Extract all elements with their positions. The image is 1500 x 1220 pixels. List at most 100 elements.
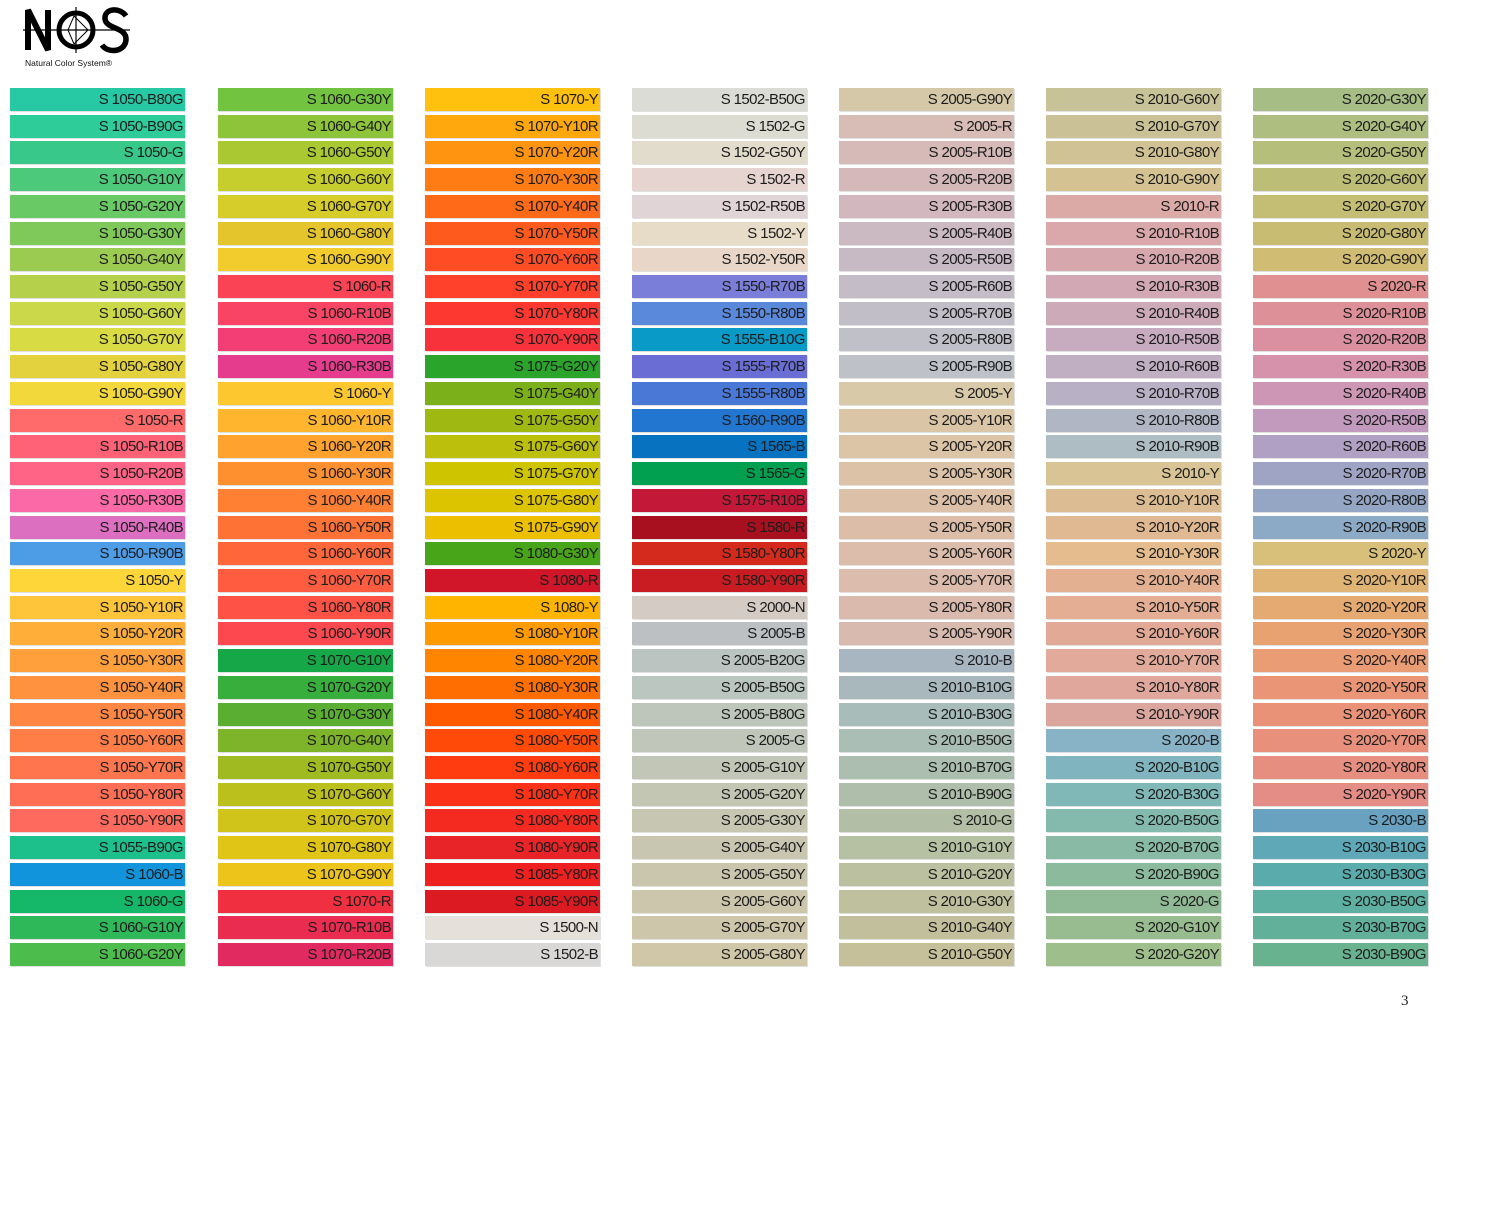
color-swatch: S 1080-Y80R	[425, 809, 600, 833]
color-swatch: S 1060-Y50R	[218, 515, 393, 539]
color-swatch: S 1050-R20B	[10, 462, 185, 486]
color-swatch: S 1050-G10Y	[10, 168, 185, 192]
color-swatch: S 2005-Y10R	[839, 408, 1014, 432]
color-swatch: S 2005-G90Y	[839, 88, 1014, 111]
color-swatch: S 2020-G10Y	[1046, 916, 1221, 940]
color-swatch: S 1555-R80B	[632, 381, 807, 405]
color-swatch: S 1502-B	[425, 943, 600, 967]
color-swatch: S 1070-Y10R	[425, 114, 600, 138]
color-swatch: S 1050-Y20R	[10, 622, 185, 646]
color-swatch: S 2010-Y40R	[1046, 568, 1221, 592]
color-swatch: S 2005-R10B	[839, 141, 1014, 165]
color-swatch: S 1070-G30Y	[218, 702, 393, 726]
color-swatch: S 2020-G90Y	[1253, 248, 1428, 272]
color-swatch: S 2010-G90Y	[1046, 168, 1221, 192]
color-swatch: S 1050-Y50R	[10, 702, 185, 726]
color-swatch: S 2020-B50G	[1046, 809, 1221, 833]
color-swatch: S 1060-G70Y	[218, 194, 393, 218]
color-swatch: S 1080-Y90R	[425, 836, 600, 860]
color-swatch: S 1070-Y60R	[425, 248, 600, 272]
color-swatch: S 1060-R30B	[218, 355, 393, 379]
color-swatch: S 1085-Y90R	[425, 889, 600, 913]
color-swatch: S 1070-R20B	[218, 943, 393, 967]
color-swatch: S 2010-G10Y	[839, 836, 1014, 860]
color-swatch: S 1060-G20Y	[10, 943, 185, 967]
color-swatch: S 2005-R60B	[839, 275, 1014, 299]
color-swatch: S 1060-G90Y	[218, 248, 393, 272]
color-swatch: S 1075-G40Y	[425, 381, 600, 405]
color-swatch: S 2010-Y10R	[1046, 488, 1221, 512]
color-swatch: S 1080-Y	[425, 595, 600, 619]
color-swatch: S 2005-R20B	[839, 168, 1014, 192]
color-swatch: S 1050-G50Y	[10, 275, 185, 299]
color-swatch: S 1060-G	[10, 889, 185, 913]
color-swatch: S 2020-R70B	[1253, 462, 1428, 486]
color-swatch: S 2005-G30Y	[632, 809, 807, 833]
color-swatch: S 2020-G70Y	[1253, 194, 1428, 218]
color-swatch: S 1060-Y70R	[218, 568, 393, 592]
color-swatch: S 2010-G50Y	[839, 943, 1014, 967]
color-swatch: S 2030-B	[1253, 809, 1428, 833]
color-swatch: S 2000-N	[632, 595, 807, 619]
color-swatch: S 2005-G40Y	[632, 836, 807, 860]
color-swatch: S 1060-Y90R	[218, 622, 393, 646]
color-swatch: S 2005-B	[632, 622, 807, 646]
color-swatch: S 2010-B	[839, 649, 1014, 673]
color-swatch: S 2005-R40B	[839, 221, 1014, 245]
color-swatch: S 2010-R80B	[1046, 408, 1221, 432]
color-swatch: S 1070-G20Y	[218, 675, 393, 699]
color-swatch: S 1075-G80Y	[425, 488, 600, 512]
color-swatch: S 2005-G	[632, 729, 807, 753]
color-swatch: S 1070-Y80R	[425, 301, 600, 325]
color-swatch: S 1502-B50G	[632, 88, 807, 111]
color-swatch: S 2020-R60B	[1253, 435, 1428, 459]
color-swatch: S 1050-Y80R	[10, 782, 185, 806]
color-swatch: S 2005-G60Y	[632, 889, 807, 913]
color-swatch: S 1502-R50B	[632, 194, 807, 218]
color-swatch: S 1055-B90G	[10, 836, 185, 860]
color-swatch: S 1050-R	[10, 408, 185, 432]
color-swatch: S 1070-Y50R	[425, 221, 600, 245]
color-swatch: S 2020-Y80R	[1253, 756, 1428, 779]
color-swatch: S 1565-B	[632, 435, 807, 459]
color-swatch: S 1075-G70Y	[425, 462, 600, 486]
color-swatch: S 1580-R	[632, 515, 807, 539]
color-swatch: S 1050-G90Y	[10, 381, 185, 405]
color-swatch: S 1060-Y40R	[218, 488, 393, 512]
color-swatch: S 1502-G	[632, 114, 807, 138]
color-swatch: S 1075-G90Y	[425, 515, 600, 539]
color-swatch: S 2010-G20Y	[839, 862, 1014, 886]
color-swatch: S 2020-R50B	[1253, 408, 1428, 432]
page-number: 3	[1401, 993, 1409, 1009]
color-swatch: S 1050-Y70R	[10, 756, 185, 779]
color-swatch: S 1060-Y30R	[218, 462, 393, 486]
color-swatch: S 1050-G70Y	[10, 328, 185, 352]
color-swatch: S 2020-Y30R	[1253, 622, 1428, 646]
color-swatch: S 2020-R40B	[1253, 381, 1428, 405]
color-swatch: S 2010-G30Y	[839, 889, 1014, 913]
color-swatch: S 2020-Y40R	[1253, 649, 1428, 673]
color-swatch: S 2020-G80Y	[1253, 221, 1428, 245]
color-swatch: S 1502-Y50R	[632, 248, 807, 272]
color-swatch: S 2020-G60Y	[1253, 168, 1428, 192]
color-swatch: S 1050-G20Y	[10, 194, 185, 218]
color-swatch: S 2020-R	[1253, 275, 1428, 299]
color-swatch: S 2020-R30B	[1253, 355, 1428, 379]
color-swatch: S 2005-G10Y	[632, 756, 807, 779]
color-swatch: S 1075-G60Y	[425, 435, 600, 459]
color-swatch: S 2030-B70G	[1253, 916, 1428, 940]
color-swatch: S 2020-R90B	[1253, 515, 1428, 539]
color-swatch: S 2010-Y20R	[1046, 515, 1221, 539]
color-swatch: S 1050-Y60R	[10, 729, 185, 753]
color-swatch: S 1050-Y10R	[10, 595, 185, 619]
color-swatch: S 1080-Y30R	[425, 675, 600, 699]
color-swatch: S 2005-Y60R	[839, 542, 1014, 566]
color-swatch: S 1070-Y20R	[425, 141, 600, 165]
color-swatch: S 2010-R10B	[1046, 221, 1221, 245]
color-swatch: S 2030-B30G	[1253, 862, 1428, 886]
color-swatch: S 2020-R10B	[1253, 301, 1428, 325]
color-swatch: S 1060-G10Y	[10, 916, 185, 940]
color-swatch: S 2020-B10G	[1046, 756, 1221, 779]
color-swatch: S 2020-Y50R	[1253, 675, 1428, 699]
color-swatch: S 1070-Y	[425, 88, 600, 111]
